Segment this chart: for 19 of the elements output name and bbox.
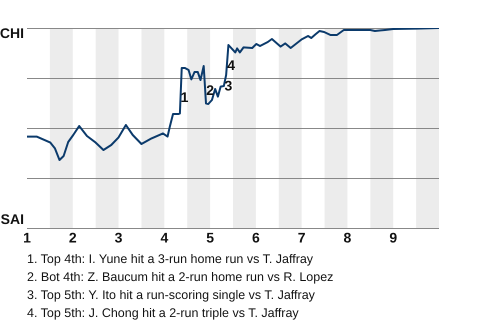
text: 4. Top 5th: J. Chong hit a 2-run triple vs T. Jaffray: [27, 305, 300, 320]
x-tick-label: 8: [344, 229, 352, 246]
x-tick-label: 6: [252, 229, 260, 246]
text: 1. Top 4th: I. Yune hit a 3-run home run vs T. Jaffray: [27, 251, 314, 268]
x-tick-label: 4: [160, 229, 168, 246]
annotation: 2: [206, 82, 214, 98]
annotation: 1: [180, 88, 189, 105]
x-tick-label: 2: [68, 229, 77, 246]
text: SAI: [0, 210, 24, 227]
annotation: 3: [224, 77, 233, 94]
x-tick-label: 7: [298, 229, 306, 246]
text: 3. Top 5th: Y. Ito hit a run-scoring single vs T. Jaffray: [27, 287, 316, 304]
x-tick-label: 5: [206, 229, 214, 246]
text: 2. Bot 4th: Z. Baucum hit a 2-run home run vs R. Lopez: [27, 269, 334, 286]
annotation: 4: [227, 56, 236, 73]
x-tick-label: 3: [114, 229, 123, 246]
x-tick-label: 1: [23, 229, 32, 246]
text: CHI: [0, 24, 24, 41]
x-tick-label: 9: [389, 229, 398, 246]
